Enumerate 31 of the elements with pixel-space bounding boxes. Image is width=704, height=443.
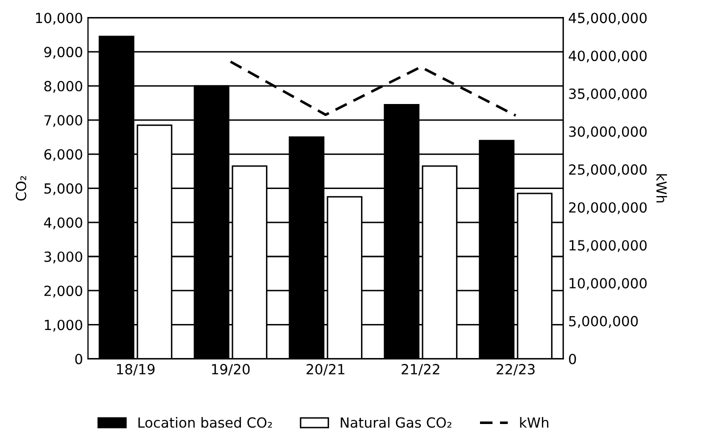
y-tick-label: 10,000 [36, 12, 82, 25]
legend-label: Natural Gas CO₂ [340, 417, 452, 428]
y-tick-label: 8,000 [44, 80, 82, 93]
y2-tick-label: 35,000,000 [569, 88, 647, 100]
y2-tick-label: 45,000,000 [568, 12, 647, 25]
y2-tick-label: 40,000,000 [568, 50, 647, 63]
y2-tick-label: 5,000,000 [569, 316, 638, 328]
x-tick-label: 20/21 [306, 364, 344, 376]
y-tick-label: 0 [75, 354, 82, 364]
y2-tick-label: 30,000,000 [569, 126, 647, 138]
y-tick-label: 6,000 [44, 149, 82, 162]
y2-tick-label: 10,000,000 [570, 278, 647, 290]
y-tick-label: 3,000 [44, 251, 82, 264]
legend-label: Location based CO₂ [138, 417, 272, 428]
y-tick-label: 7,000 [44, 115, 82, 127]
y2-tick-label: 0 [568, 354, 576, 364]
y2-tick-label: 15,000,000 [570, 240, 647, 252]
y2-tick-label: 25,000,000 [569, 164, 647, 176]
legend-label: kWh [520, 417, 548, 428]
y-tick-label: 9,000 [44, 46, 82, 59]
x-tick-label: 22/23 [496, 364, 535, 376]
y-axis-title: CO₂ [16, 176, 26, 201]
y-tick-label: 2,000 [44, 286, 82, 298]
x-tick-label: 19/20 [212, 364, 250, 376]
y-tick-label: 4,000 [44, 217, 82, 230]
y-tick-label: 1,000 [44, 320, 82, 332]
x-tick-label: 18/19 [117, 364, 155, 376]
y2-tick-label: 20,000,000 [569, 202, 647, 214]
y2-axis-title: kWh [656, 174, 668, 202]
x-tick-label: 21/22 [402, 364, 440, 376]
y-tick-label: 5,000 [44, 183, 82, 196]
